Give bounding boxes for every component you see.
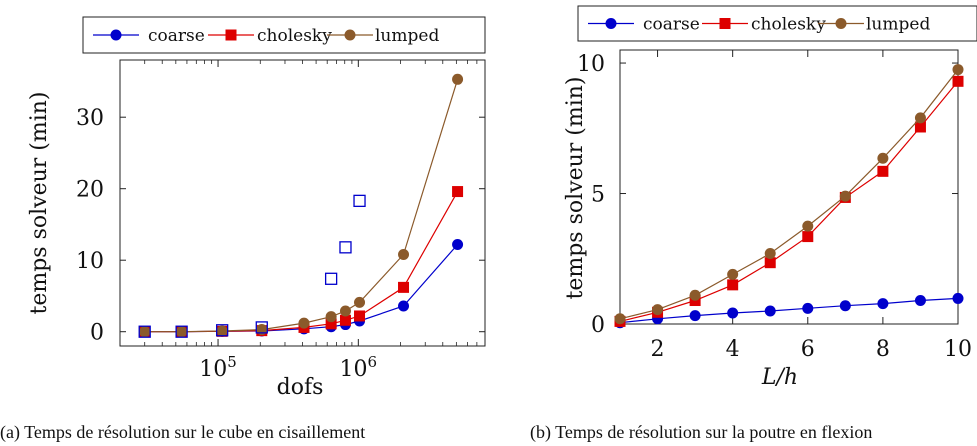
data-point — [727, 307, 739, 319]
data-point — [452, 238, 464, 250]
series-lumped — [139, 73, 464, 338]
x-tick-label: 8 — [876, 337, 890, 362]
data-point — [877, 152, 889, 164]
chart-panel-b: 2 4 6 8 10 0 5 10 L/h temps solveur (min) coarse ch… — [563, 5, 977, 390]
data-point — [339, 314, 351, 326]
x-tick-label: 10 — [944, 337, 972, 362]
data-point — [839, 300, 851, 312]
x-tick-label: 4 — [726, 337, 740, 362]
data-point — [802, 231, 814, 243]
y-axis-label: temps solveur (min) — [27, 91, 52, 314]
data-point — [176, 326, 188, 338]
y-axis-label: temps solveur (min) — [563, 76, 588, 299]
series-cholesky — [139, 186, 464, 338]
data-point — [398, 248, 410, 260]
data-point — [175, 325, 188, 338]
data-point — [324, 272, 338, 285]
x-axis-label: L/h — [761, 365, 798, 390]
data-point — [325, 311, 337, 323]
data-point — [216, 325, 228, 337]
series-line — [619, 297, 959, 324]
series-extra-points — [138, 194, 366, 338]
series-line — [619, 69, 959, 320]
y-tick-label: 30 — [76, 106, 104, 131]
y-tick-label: 5 — [591, 183, 605, 208]
x-tick-label: 2 — [651, 337, 665, 362]
legend-label: coarse — [643, 15, 700, 35]
data-point — [138, 325, 151, 338]
y-tick-label: 0 — [591, 313, 605, 338]
data-point — [727, 268, 739, 280]
data-point — [764, 305, 776, 317]
legend-label: lumped — [375, 26, 439, 46]
x-tick-label: 6 — [801, 337, 815, 362]
y-tick-label: 10 — [76, 249, 104, 274]
x-tick-label: 106 — [340, 353, 378, 382]
legend: coarse cholesky lumped — [577, 5, 977, 42]
data-point — [802, 302, 814, 314]
series-line — [144, 191, 459, 333]
series-line — [144, 79, 459, 333]
legend: coarse cholesky lumped — [82, 16, 486, 54]
caption-a: (a) Temps de résolution sur le cube en c… — [0, 422, 365, 443]
series-line — [619, 80, 959, 322]
data-point — [354, 296, 366, 308]
legend-label: coarse — [148, 26, 205, 46]
data-point — [614, 313, 626, 325]
legend-marker — [835, 18, 847, 29]
y-tick-label: 20 — [76, 178, 104, 203]
data-point — [839, 190, 851, 202]
data-point — [353, 194, 366, 208]
legend-box — [577, 5, 977, 42]
legend-label: cholesky — [257, 26, 332, 46]
legend-marker — [719, 18, 731, 29]
legend-marker — [110, 29, 122, 41]
data-point — [652, 304, 664, 316]
legend-marker — [605, 18, 617, 29]
data-point — [802, 220, 814, 232]
data-point — [877, 298, 889, 310]
data-point — [452, 186, 464, 198]
data-point — [877, 165, 889, 177]
series-cholesky — [614, 75, 964, 327]
y-tick-label: 0 — [90, 321, 104, 346]
legend-label: cholesky — [751, 15, 826, 35]
legend-label: lumped — [866, 15, 930, 35]
x-axis-label: dofs — [277, 375, 324, 400]
data-point — [914, 121, 926, 133]
data-point — [914, 295, 926, 307]
data-point — [398, 281, 410, 293]
data-point — [764, 248, 776, 260]
legend-box — [82, 16, 486, 54]
y-tick-label: 10 — [577, 52, 605, 77]
data-point — [727, 279, 739, 291]
data-point — [689, 310, 701, 322]
data-point — [952, 75, 964, 87]
data-point — [339, 241, 352, 254]
data-point — [139, 326, 151, 338]
data-point — [255, 321, 268, 334]
data-point — [325, 318, 337, 330]
data-point — [298, 317, 310, 329]
data-point — [689, 289, 701, 301]
chart-panel-a: 105 106 0 10 20 30 dofs temps solveur (min) coar… — [27, 16, 486, 400]
data-point — [952, 292, 964, 304]
series-coarse — [614, 292, 964, 329]
x-tick-label: 105 — [199, 353, 237, 382]
series-lumped — [614, 64, 964, 325]
data-point — [764, 257, 776, 269]
caption-b: (b) Temps de résolution sur la poutre en… — [530, 422, 872, 443]
plot-frame — [119, 59, 486, 347]
plot-frame — [619, 49, 959, 325]
data-point — [216, 324, 229, 337]
data-point — [398, 300, 410, 312]
data-point — [339, 305, 351, 317]
data-point — [452, 73, 464, 85]
data-point — [354, 310, 366, 322]
legend-marker — [344, 29, 356, 41]
legend-marker — [225, 29, 237, 41]
data-point — [952, 64, 964, 76]
data-point — [914, 112, 926, 124]
